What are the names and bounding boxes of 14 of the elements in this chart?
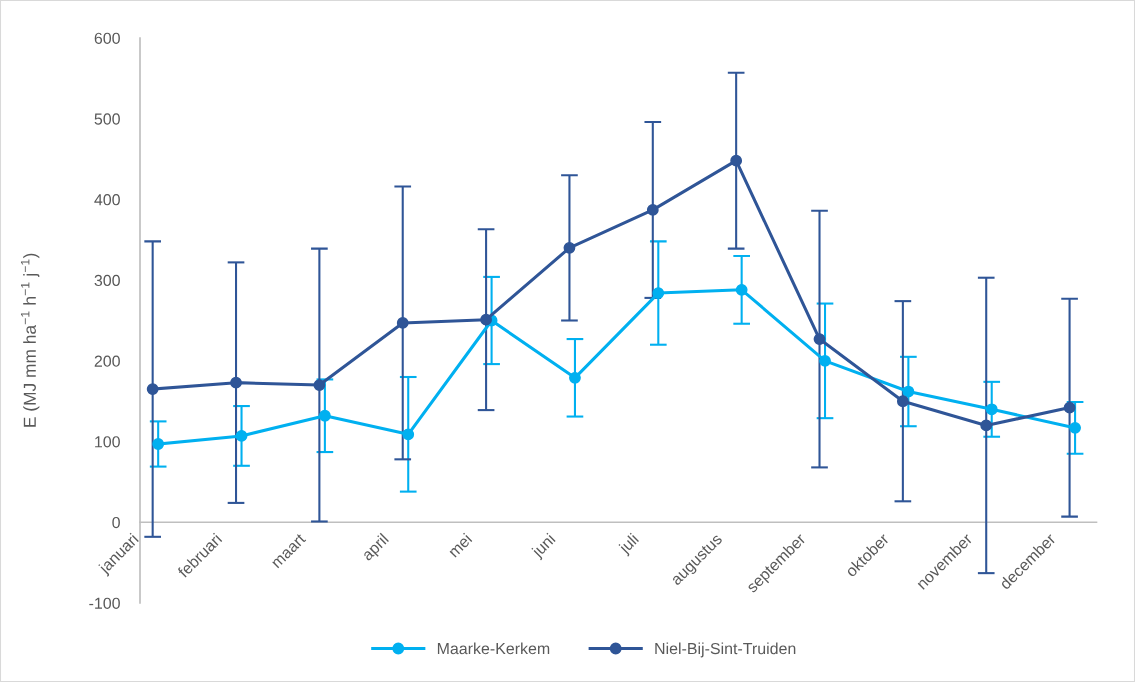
y-tick-label: 100 bbox=[95, 436, 120, 448]
y-tick-label: 600 bbox=[94, 32, 120, 44]
y-tick-label: 200 bbox=[94, 355, 120, 367]
x-tick-label: juni bbox=[530, 532, 558, 561]
legend-label: Maarke-Kerkem bbox=[437, 642, 550, 655]
y-tick-label: 400 bbox=[94, 194, 120, 206]
legend-label: Niel-Bij-Sint-Truiden bbox=[655, 642, 796, 658]
x-tick-label: mei bbox=[447, 532, 473, 558]
x-tick-label: juli bbox=[617, 532, 642, 557]
y-tick-label: 500 bbox=[94, 113, 120, 125]
y-tick-label: 300 bbox=[94, 274, 120, 287]
y-tick-label: -100 bbox=[89, 597, 120, 609]
y-axis-title: E (MJ mm ha$^{−1}$ h$^{−1}$ j$^{−1}$) bbox=[20, 253, 40, 427]
y-tick-label: 0 bbox=[112, 516, 120, 529]
